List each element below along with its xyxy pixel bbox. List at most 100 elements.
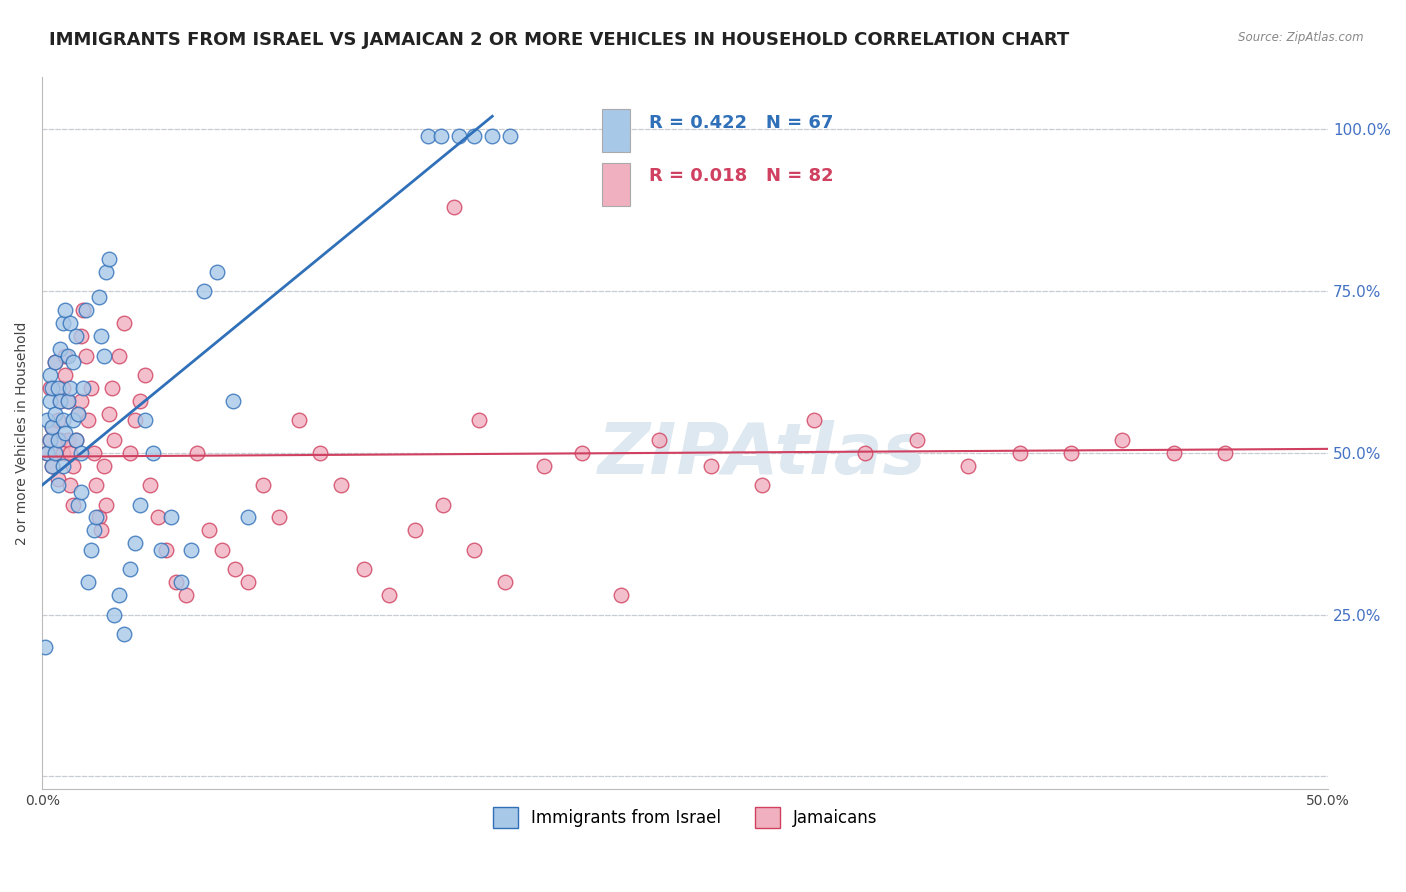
Point — [83, 524, 105, 538]
FancyBboxPatch shape — [602, 110, 630, 153]
Point — [103, 607, 125, 622]
Point — [84, 510, 107, 524]
Point — [52, 381, 75, 395]
Point — [129, 394, 152, 409]
Point — [59, 381, 82, 395]
Point — [75, 303, 97, 318]
Point — [134, 368, 156, 383]
Point — [53, 303, 76, 318]
Point — [46, 472, 69, 486]
Point — [205, 264, 228, 278]
Point — [44, 355, 66, 369]
Point — [83, 446, 105, 460]
Point — [432, 498, 454, 512]
Point — [37, 446, 59, 460]
Point — [56, 394, 79, 409]
Point — [80, 542, 103, 557]
Point — [56, 394, 79, 409]
Point — [236, 575, 259, 590]
Point — [159, 510, 181, 524]
Point — [103, 433, 125, 447]
Point — [288, 413, 311, 427]
Point — [610, 588, 633, 602]
Point — [75, 349, 97, 363]
Point — [72, 381, 94, 395]
Point — [118, 562, 141, 576]
Point — [221, 394, 243, 409]
Point — [34, 640, 56, 654]
Point — [49, 433, 72, 447]
Point — [77, 575, 100, 590]
Point — [443, 200, 465, 214]
Point — [96, 498, 118, 512]
Point — [193, 284, 215, 298]
Point — [174, 588, 197, 602]
Point — [38, 381, 60, 395]
Point — [404, 524, 426, 538]
Point — [329, 478, 352, 492]
Point — [41, 381, 63, 395]
Point — [93, 349, 115, 363]
Point — [59, 478, 82, 492]
Point — [571, 446, 593, 460]
Point — [80, 381, 103, 395]
Point — [1060, 446, 1083, 460]
Point — [430, 128, 453, 143]
Point — [1213, 446, 1236, 460]
Point — [90, 329, 112, 343]
Point — [468, 413, 491, 427]
Point — [186, 446, 208, 460]
Point — [905, 433, 928, 447]
Point — [41, 458, 63, 473]
Point — [118, 446, 141, 460]
Point — [65, 433, 87, 447]
Text: R = 0.422   N = 67: R = 0.422 N = 67 — [650, 114, 834, 132]
Point — [46, 433, 69, 447]
Y-axis label: 2 or more Vehicles in Household: 2 or more Vehicles in Household — [15, 322, 30, 545]
Point — [267, 510, 290, 524]
Point — [155, 542, 177, 557]
Point — [46, 381, 69, 395]
Point — [139, 478, 162, 492]
Point — [129, 498, 152, 512]
Point — [165, 575, 187, 590]
Point — [62, 413, 84, 427]
Point — [38, 433, 60, 447]
Point — [533, 458, 555, 473]
Point — [114, 316, 136, 330]
Point — [37, 446, 59, 460]
Point — [49, 342, 72, 356]
Point — [44, 355, 66, 369]
Point — [52, 316, 75, 330]
Legend: Immigrants from Israel, Jamaicans: Immigrants from Israel, Jamaicans — [486, 801, 884, 834]
Point — [87, 290, 110, 304]
Point — [69, 484, 91, 499]
Point — [38, 368, 60, 383]
Point — [52, 413, 75, 427]
Text: Source: ZipAtlas.com: Source: ZipAtlas.com — [1239, 31, 1364, 45]
Text: ZIPAtlas: ZIPAtlas — [598, 420, 927, 489]
Point — [46, 413, 69, 427]
Point — [416, 128, 439, 143]
Point — [463, 542, 485, 557]
Point — [53, 426, 76, 441]
Point — [853, 446, 876, 460]
Point — [751, 478, 773, 492]
Point — [59, 446, 82, 460]
Point — [53, 349, 76, 363]
Point — [52, 458, 75, 473]
Point — [957, 458, 980, 473]
Point — [65, 433, 87, 447]
Point — [224, 562, 246, 576]
Point — [67, 407, 90, 421]
Point — [149, 542, 172, 557]
Point — [499, 128, 522, 143]
Point — [69, 329, 91, 343]
Point — [62, 355, 84, 369]
Text: IMMIGRANTS FROM ISRAEL VS JAMAICAN 2 OR MORE VEHICLES IN HOUSEHOLD CORRELATION C: IMMIGRANTS FROM ISRAEL VS JAMAICAN 2 OR … — [49, 31, 1070, 49]
Point — [1008, 446, 1031, 460]
Point — [309, 446, 332, 460]
Point — [100, 381, 122, 395]
Point — [134, 413, 156, 427]
Point — [96, 264, 118, 278]
